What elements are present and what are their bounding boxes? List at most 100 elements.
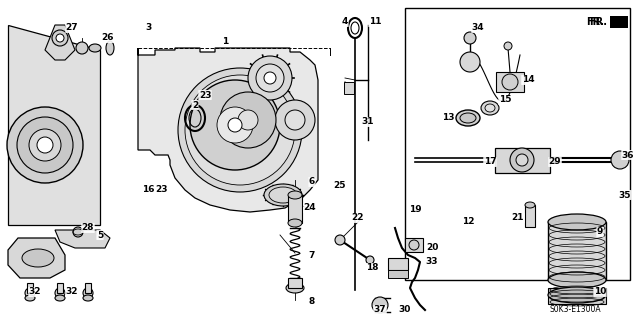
Bar <box>405 238 423 252</box>
Text: 28: 28 <box>82 224 94 233</box>
Text: 34: 34 <box>472 24 484 33</box>
Ellipse shape <box>548 287 606 303</box>
Circle shape <box>56 34 64 42</box>
Ellipse shape <box>548 214 606 230</box>
Text: 19: 19 <box>409 205 421 214</box>
Circle shape <box>275 100 315 140</box>
Text: 26: 26 <box>102 33 115 42</box>
Text: FR.: FR. <box>586 17 604 27</box>
Ellipse shape <box>288 191 302 199</box>
Text: 25: 25 <box>333 181 346 189</box>
Text: 4: 4 <box>342 18 348 26</box>
Text: 37: 37 <box>374 306 387 315</box>
Polygon shape <box>8 25 100 225</box>
Circle shape <box>516 154 528 166</box>
Ellipse shape <box>55 295 65 301</box>
Circle shape <box>73 227 83 237</box>
Ellipse shape <box>89 44 101 52</box>
Text: 7: 7 <box>309 250 315 259</box>
Circle shape <box>460 52 480 72</box>
Text: 31: 31 <box>362 117 374 127</box>
Ellipse shape <box>106 41 114 55</box>
Circle shape <box>611 151 629 169</box>
Text: 1: 1 <box>222 38 228 47</box>
Circle shape <box>220 92 276 148</box>
Ellipse shape <box>22 249 54 267</box>
Bar <box>27 283 33 293</box>
Text: 24: 24 <box>304 204 316 212</box>
Text: 32: 32 <box>66 287 78 296</box>
Circle shape <box>190 80 280 170</box>
Text: 30: 30 <box>399 306 411 315</box>
Polygon shape <box>610 16 628 28</box>
Text: S0K3-E1300A: S0K3-E1300A <box>549 306 601 315</box>
Bar <box>85 283 91 293</box>
Circle shape <box>372 297 388 313</box>
Bar <box>388 258 408 270</box>
Circle shape <box>504 42 512 50</box>
Text: FR.: FR. <box>589 17 607 27</box>
Circle shape <box>55 288 65 298</box>
Text: 20: 20 <box>426 243 438 253</box>
Text: 6: 6 <box>309 177 315 187</box>
Polygon shape <box>45 25 75 60</box>
Bar <box>57 283 63 293</box>
Bar <box>288 278 302 288</box>
Circle shape <box>37 137 53 153</box>
Circle shape <box>335 235 345 245</box>
Ellipse shape <box>525 202 535 208</box>
Circle shape <box>76 42 88 54</box>
Text: 2: 2 <box>192 100 198 109</box>
Circle shape <box>366 256 374 264</box>
Ellipse shape <box>548 272 606 288</box>
Text: 36: 36 <box>621 151 634 160</box>
Ellipse shape <box>286 283 304 293</box>
Circle shape <box>25 288 35 298</box>
Ellipse shape <box>456 110 480 126</box>
Circle shape <box>52 30 68 46</box>
Circle shape <box>7 107 83 183</box>
Text: 15: 15 <box>499 95 511 105</box>
Circle shape <box>248 56 292 100</box>
Text: 8: 8 <box>309 298 315 307</box>
Bar <box>405 8 630 280</box>
Polygon shape <box>8 238 65 278</box>
Circle shape <box>464 32 476 44</box>
Text: 33: 33 <box>426 257 438 266</box>
Circle shape <box>238 110 258 130</box>
Circle shape <box>178 68 302 192</box>
Text: 18: 18 <box>365 263 378 272</box>
Ellipse shape <box>83 295 93 301</box>
Circle shape <box>217 107 253 143</box>
Text: 35: 35 <box>619 190 631 199</box>
Text: 21: 21 <box>512 213 524 222</box>
Bar <box>548 288 606 304</box>
Text: 32: 32 <box>29 287 41 296</box>
Circle shape <box>228 118 242 132</box>
Circle shape <box>29 129 61 161</box>
Bar <box>525 205 535 227</box>
Ellipse shape <box>288 219 302 227</box>
Circle shape <box>409 240 419 250</box>
Text: 17: 17 <box>484 158 496 167</box>
Ellipse shape <box>269 187 297 203</box>
Bar <box>288 195 302 223</box>
Circle shape <box>17 117 73 173</box>
Text: 14: 14 <box>522 76 534 85</box>
Text: 27: 27 <box>66 24 78 33</box>
Ellipse shape <box>460 113 476 123</box>
Circle shape <box>264 72 276 84</box>
Bar <box>548 222 606 280</box>
Circle shape <box>502 74 518 90</box>
Bar <box>496 72 524 92</box>
Circle shape <box>256 64 284 92</box>
Text: 3: 3 <box>145 24 151 33</box>
Text: 22: 22 <box>352 213 364 222</box>
Text: 5: 5 <box>97 231 103 240</box>
Polygon shape <box>55 230 110 248</box>
Ellipse shape <box>25 295 35 301</box>
Circle shape <box>510 148 534 172</box>
Bar <box>495 148 550 173</box>
Text: 9: 9 <box>597 227 603 236</box>
Circle shape <box>185 75 295 185</box>
